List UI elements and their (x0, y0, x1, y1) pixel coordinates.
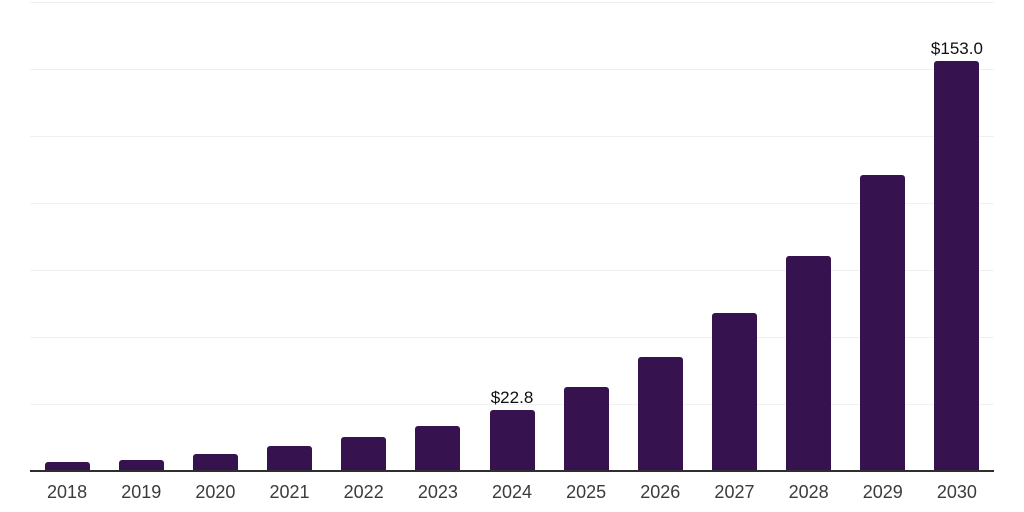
x-tick-2021: 2021 (269, 482, 310, 502)
bar-2024 (489, 409, 535, 471)
x-tick-2029: 2029 (862, 482, 903, 502)
bar-2027 (711, 313, 757, 471)
bar-2023 (415, 425, 461, 471)
bar-2030 (934, 60, 980, 471)
gridline-150 (30, 68, 994, 70)
x-tick-2020: 2020 (195, 482, 236, 502)
gridline-25 (30, 403, 994, 405)
x-tick-2025: 2025 (566, 482, 607, 502)
x-tick-2026: 2026 (640, 482, 681, 502)
bar-2025 (563, 387, 609, 471)
gridline-50 (30, 336, 994, 338)
x-tick-2027: 2027 (714, 482, 755, 502)
bar-2020 (192, 453, 238, 471)
bar-2021 (267, 446, 313, 471)
gridline-175 (30, 1, 994, 3)
bar-2029 (860, 174, 906, 471)
x-tick-2024: 2024 (491, 482, 533, 502)
bar-2022 (341, 436, 387, 471)
value-label-2030: $153.0 (930, 38, 983, 58)
bar-2019 (118, 460, 164, 471)
x-axis-line (30, 470, 994, 472)
x-tick-2019: 2019 (121, 482, 162, 502)
bar-2018 (44, 462, 90, 471)
value-label-2024: $22.8 (490, 387, 534, 407)
x-tick-2030: 2030 (936, 482, 977, 502)
plot-area: $22.8 $153.0 (30, 1, 994, 472)
x-tick-2018: 2018 (47, 482, 88, 502)
x-tick-2028: 2028 (788, 482, 829, 502)
x-tick-2022: 2022 (343, 482, 384, 502)
bar-2026 (637, 357, 683, 471)
gridline-100 (30, 202, 994, 204)
gridline-125 (30, 135, 994, 137)
bar-2028 (786, 255, 832, 471)
x-tick-2023: 2023 (417, 482, 458, 502)
gridline-75 (30, 269, 994, 271)
